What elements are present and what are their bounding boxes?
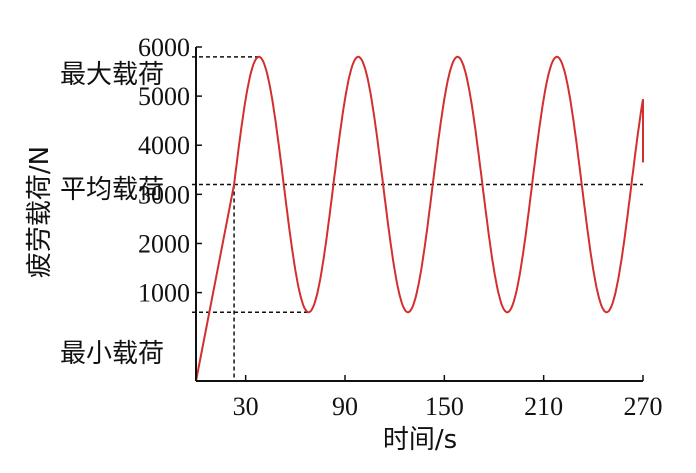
y-tick-label: 4000 — [138, 131, 190, 160]
y-tick-label: 2000 — [138, 229, 190, 258]
x-tick-label: 210 — [524, 392, 563, 421]
x-axis-ticks: 30 90 150 210 270 — [233, 375, 663, 421]
y-tick-label: 3000 — [138, 180, 190, 209]
fatigue-load-series-line — [195, 55, 644, 382]
y-tick-label: 5000 — [138, 82, 190, 111]
x-tick-label: 30 — [233, 392, 259, 421]
x-tick-label: 150 — [425, 392, 464, 421]
reference-lines — [192, 56, 643, 381]
y-axis-ticks: 1000 2000 3000 4000 5000 6000 — [138, 33, 202, 308]
axes — [195, 47, 643, 382]
x-axis-title: 时间/s — [383, 425, 457, 455]
y-tick-label: 6000 — [138, 33, 190, 62]
mean-load-annotation: 平均载荷 — [60, 175, 164, 205]
x-tick-label: 270 — [624, 392, 663, 421]
min-load-annotation: 最小载荷 — [60, 339, 164, 369]
x-tick-label: 90 — [332, 392, 358, 421]
max-load-annotation: 最大载荷 — [60, 60, 164, 90]
y-axis-title: 疲劳载荷/N — [25, 146, 55, 278]
y-tick-label: 1000 — [138, 279, 190, 308]
